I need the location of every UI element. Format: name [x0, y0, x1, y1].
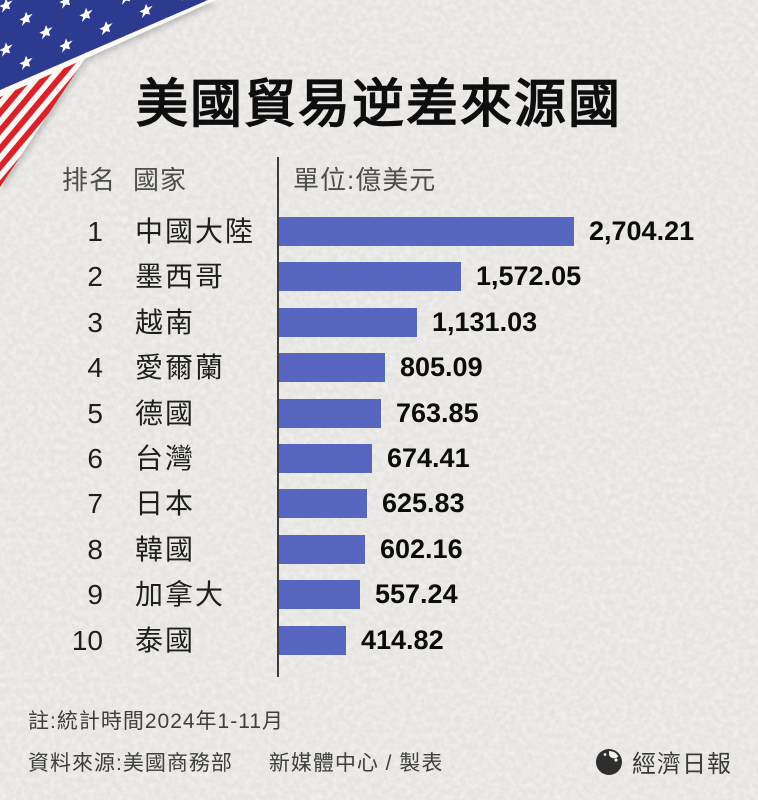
chart-row: 6 台灣 674.41	[0, 436, 758, 481]
rank-label: 10	[71, 624, 103, 656]
chart-row: 9 加拿大 557.24	[0, 572, 758, 617]
chart-row: 1 中國大陸 2,704.21	[0, 209, 758, 254]
chart-row: 5 德國 763.85	[0, 391, 758, 436]
bar	[279, 353, 385, 383]
chart-row: 10 泰國 414.82	[0, 618, 758, 663]
bar	[279, 444, 372, 473]
country-label: 德國	[135, 397, 196, 429]
credit: 新媒體中心 / 製表	[268, 752, 444, 775]
brand: 經濟日報	[594, 744, 732, 779]
value-label: 557.24	[375, 579, 458, 610]
value-label: 1,572.05	[476, 261, 582, 292]
source-line: 資料來源:美國商務部 新媒體中心 / 製表	[28, 747, 443, 777]
bar	[279, 625, 346, 655]
brand-name: 經濟日報	[632, 751, 732, 778]
footnote: 註:統計時間2024年1-11月	[28, 710, 285, 733]
data-source: 資料來源:美國商務部	[28, 752, 233, 775]
bar	[279, 534, 365, 564]
us-flag-decoration	[0, 0, 216, 187]
bar	[279, 307, 417, 337]
bar	[279, 262, 461, 292]
column-header-rank: 排名	[62, 165, 117, 195]
flag-canton	[0, 0, 208, 90]
rank-label: 3	[87, 306, 103, 338]
bar	[279, 489, 367, 519]
value-label: 602.16	[380, 533, 463, 564]
country-label: 中國大陸	[135, 216, 256, 247]
value-label: 2,704.21	[589, 216, 695, 246]
column-header-unit: 單位:億美元	[293, 165, 437, 195]
chart-row: 3 越南 1,131.03	[0, 300, 758, 345]
chart-row: 2 墨西哥 1,572.05	[0, 254, 758, 299]
value-label: 414.82	[361, 624, 444, 655]
country-label: 加拿大	[135, 579, 226, 611]
country-label: 愛爾蘭	[135, 352, 226, 384]
bar	[279, 580, 360, 610]
value-label: 625.83	[382, 488, 465, 519]
country-label: 日本	[135, 488, 196, 520]
rank-label: 6	[87, 443, 103, 474]
value-label: 763.85	[396, 397, 479, 428]
chart-row: 8 韓國 602.16	[0, 527, 758, 572]
country-label: 泰國	[135, 624, 196, 656]
axis-line	[277, 157, 279, 677]
chart-row: 7 日本 625.83	[0, 481, 758, 526]
rank-label: 1	[87, 216, 103, 247]
page-title: 美國貿易逆差來源國	[135, 76, 622, 134]
rank-label: 9	[87, 579, 103, 611]
country-label: 墨西哥	[135, 261, 226, 293]
economic-daily-news-logo-icon	[596, 748, 622, 775]
country-label: 越南	[135, 306, 196, 338]
country-label: 韓國	[135, 533, 196, 565]
value-label: 1,131.03	[432, 306, 538, 337]
rank-label: 5	[87, 397, 103, 429]
value-label: 674.41	[387, 443, 470, 473]
rank-label: 8	[87, 533, 103, 565]
value-label: 805.09	[400, 352, 483, 383]
country-label: 台灣	[135, 443, 196, 474]
chart-row: 4 愛爾蘭 805.09	[0, 345, 758, 390]
rank-label: 2	[87, 261, 103, 293]
rank-label: 4	[87, 352, 103, 384]
bar	[279, 398, 381, 428]
bar	[279, 217, 574, 246]
column-header-country: 國家	[133, 165, 188, 195]
rank-label: 7	[87, 488, 103, 520]
